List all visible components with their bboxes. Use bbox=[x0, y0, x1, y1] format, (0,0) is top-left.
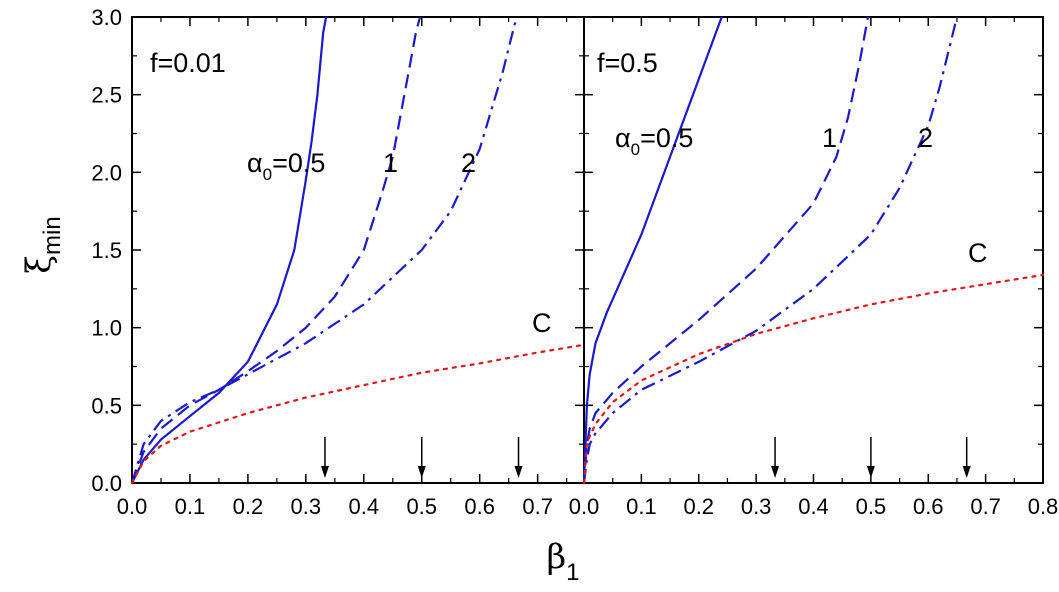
x-axis-subscript: 1 bbox=[566, 559, 579, 586]
y-tick-label: 2.5 bbox=[91, 83, 122, 108]
panel-1-series-C-label: C bbox=[532, 308, 552, 338]
panel-2-series-2-line bbox=[582, 16, 870, 484]
panel-1-label: f=0.01 bbox=[150, 48, 226, 78]
alpha-symbol: α bbox=[615, 123, 631, 153]
x-tick-label: 0.7 bbox=[970, 494, 1001, 519]
x-tick-label: 0.0 bbox=[569, 494, 600, 519]
arrow-head bbox=[417, 466, 426, 478]
x-tick-label: 0.5 bbox=[406, 494, 437, 519]
alpha-symbol: α bbox=[247, 148, 263, 178]
x-tick-label: 0.7 bbox=[522, 494, 553, 519]
x-tick-label: 0.3 bbox=[741, 494, 772, 519]
y-axis-subscript: min bbox=[39, 216, 66, 255]
x-tick-label: 0.5 bbox=[856, 494, 887, 519]
arrow-head bbox=[866, 466, 875, 478]
alpha-subscript: 0 bbox=[263, 165, 272, 184]
arrow-head bbox=[771, 466, 780, 478]
y-tick-label: 1.0 bbox=[91, 316, 122, 341]
panel-2-series-2-label: 2 bbox=[918, 123, 933, 153]
panel-1-series-2-line bbox=[130, 16, 422, 484]
x-tick-label: 0.2 bbox=[683, 494, 714, 519]
x-tick-label: 0.2 bbox=[233, 494, 264, 519]
arrow-head bbox=[962, 466, 971, 478]
alpha-subscript: 0 bbox=[631, 140, 640, 159]
x-axis-symbol: β bbox=[546, 537, 566, 577]
x-tick-label: 0.8 bbox=[1028, 494, 1059, 519]
x-tick-label: 0.0 bbox=[117, 494, 148, 519]
arrow-head bbox=[320, 466, 329, 478]
x-tick-label: 0.3 bbox=[291, 494, 322, 519]
panel-2-series-alpha05-label: α0=0.5 bbox=[615, 123, 693, 159]
panel-1-series-1-label: 1 bbox=[383, 148, 398, 178]
x-axis-title: β1 bbox=[546, 537, 579, 586]
plot-area: 0.0 0.1 0.2 0.3 0.4 0.5 0.6 0.7 0.0 0.1 0.2 0.3 0.4 0… bbox=[91, 5, 1058, 519]
x-tick-label: 0.1 bbox=[175, 494, 206, 519]
panel-1-series-2-label: 2 bbox=[461, 148, 476, 178]
y-tick-label: 2.0 bbox=[91, 160, 122, 185]
x-tick-label: 0.6 bbox=[464, 494, 495, 519]
panel-2-series-1-line bbox=[582, 16, 723, 484]
y-axis-title: ξmin bbox=[19, 216, 66, 273]
panel-2-label: f=0.5 bbox=[597, 48, 658, 78]
alpha-value: =0.5 bbox=[640, 123, 693, 153]
x-tick-label: 0.4 bbox=[348, 494, 379, 519]
y-tick-label: 0.0 bbox=[91, 471, 122, 496]
panel-2-series-1-label: 1 bbox=[822, 123, 837, 153]
x-tick-label: 0.1 bbox=[626, 494, 657, 519]
y-tick-label: 1.5 bbox=[91, 238, 122, 263]
panel-2-series-4-line bbox=[582, 273, 1045, 485]
y-tick-label: 3.0 bbox=[91, 5, 122, 30]
panel-1-series-3-line bbox=[130, 16, 519, 484]
y-tick-label: 0.5 bbox=[91, 393, 122, 418]
alpha-value: =0.5 bbox=[272, 148, 325, 178]
x-tick-label: 0.6 bbox=[913, 494, 944, 519]
panel-2-series-C-label: C bbox=[968, 238, 988, 268]
panel-2-series-3-line bbox=[582, 16, 958, 484]
panel-1-series-4-line bbox=[130, 343, 586, 485]
panel-1-frame bbox=[131, 16, 585, 484]
arrow-head bbox=[514, 466, 523, 478]
panel-1-series-1-line bbox=[131, 16, 328, 484]
y-axis-symbol: ξ bbox=[19, 255, 59, 274]
x-tick-label: 0.4 bbox=[798, 494, 829, 519]
panel-1-series-alpha05-label: α0=0.5 bbox=[247, 148, 325, 184]
